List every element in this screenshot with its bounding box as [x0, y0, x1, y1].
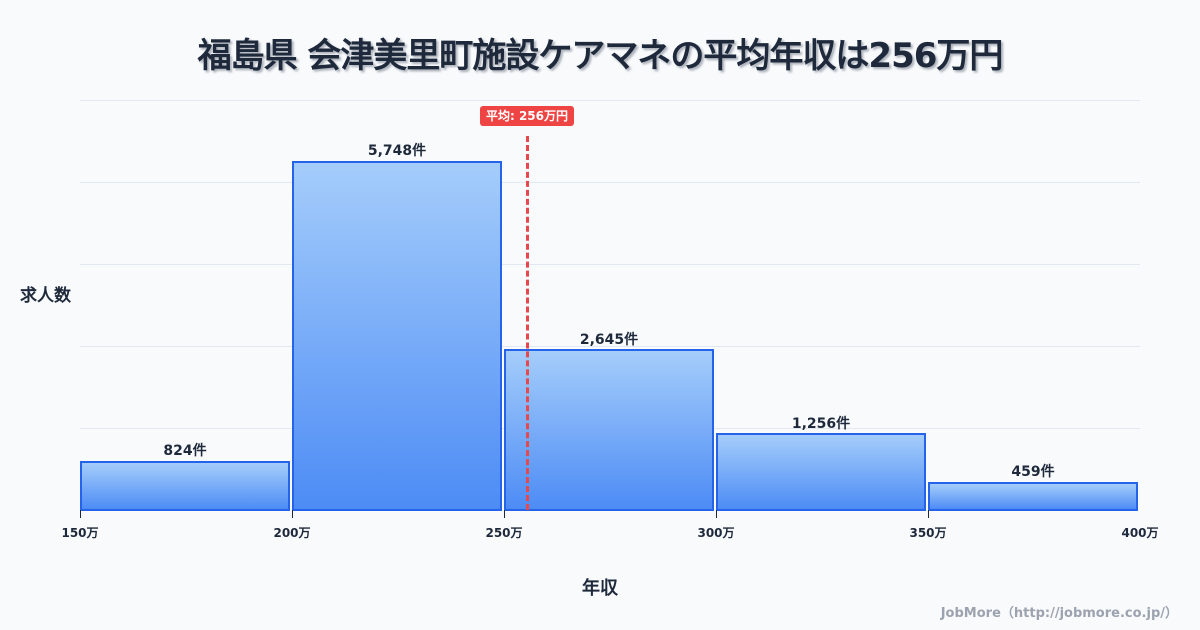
bar-value-label: 459件	[1011, 464, 1055, 480]
bar-value-label: 824件	[163, 443, 207, 459]
gridline	[80, 100, 1140, 101]
histogram-bar	[292, 161, 502, 511]
y-axis-label: 求人数	[20, 286, 71, 306]
plot-area: 824件 5,748件 2,645件 1,256件 459件 平均: 256万円…	[61, 100, 1159, 540]
x-tick-label: 300万	[697, 526, 735, 540]
chart-title: 福島県 会津美里町施設ケアマネの平均年収は256万円	[197, 36, 1004, 76]
x-tick-label: 150万	[61, 526, 99, 540]
source-credit: JobMore（http://jobmore.co.jp/）	[940, 606, 1178, 621]
x-tick	[292, 510, 293, 518]
histogram-bar	[504, 349, 714, 511]
x-tick	[80, 510, 81, 518]
x-axis-label: 年収	[582, 578, 618, 599]
x-tick-label: 250万	[485, 526, 523, 540]
gridline	[80, 346, 1140, 347]
histogram-bar	[716, 433, 926, 511]
bar-value-label: 2,645件	[579, 332, 639, 348]
bar-value-label: 5,748件	[367, 143, 427, 159]
mean-badge: 平均: 256万円	[479, 106, 575, 126]
mean-line	[526, 136, 529, 510]
x-tick-label: 400万	[1121, 526, 1159, 540]
histogram-bar	[80, 461, 290, 511]
x-tick-label: 200万	[273, 526, 311, 540]
bar-value-label: 1,256件	[791, 416, 851, 432]
gridline	[80, 264, 1140, 265]
gridline	[80, 182, 1140, 183]
x-tick	[928, 510, 929, 518]
x-tick	[504, 510, 505, 518]
x-tick-label: 350万	[909, 526, 947, 540]
histogram-bar	[928, 482, 1138, 511]
x-tick	[716, 510, 717, 518]
